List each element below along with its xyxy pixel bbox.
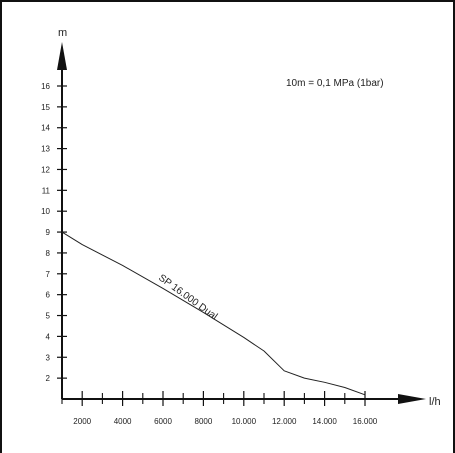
x-tick-label-6000: 6000: [154, 417, 172, 426]
x-tick-label-16.000: 16.000: [353, 417, 378, 426]
y-tick-label-3: 3: [46, 353, 51, 362]
minor-ticks-group: [61, 393, 346, 404]
y-tick-label-16: 16: [41, 82, 50, 91]
y-tick-label-13: 13: [41, 145, 50, 154]
series-label: SP 16.000 Dual: [156, 273, 219, 323]
y-tick-label-8: 8: [46, 249, 51, 258]
y-tick-label-6: 6: [46, 291, 51, 300]
x-tick-label-4000: 4000: [114, 417, 132, 426]
y-tick-label-2: 2: [46, 374, 51, 383]
y-tick-label-5: 5: [46, 312, 51, 321]
x-tick-label-10.000: 10.000: [232, 417, 257, 426]
y-tick-label-15: 15: [41, 103, 50, 112]
x-tick-label-2000: 2000: [73, 417, 91, 426]
y-tick-label-7: 7: [46, 270, 51, 279]
ticks-group: [57, 85, 366, 406]
x-tick-label-14.000: 14.000: [312, 417, 337, 426]
y-tick-label-10: 10: [41, 207, 50, 216]
y-tick-label-9: 9: [46, 228, 51, 237]
tick-labels-group: 2 3 4 5 6 7 8 9 10 11 12 13 14 15 16 2000 4000 6000 8000 10…: [41, 82, 378, 426]
y-axis-arrow-icon: [57, 42, 67, 70]
y-axis-label: m: [58, 27, 67, 39]
y-tick-label-14: 14: [41, 124, 50, 133]
series-lines-group: [61, 231, 366, 396]
y-tick-label-11: 11: [42, 186, 51, 195]
x-tick-label-8000: 8000: [195, 417, 213, 426]
unit-conversion-note: 10m = 0,1 MPa (1bar): [286, 78, 384, 89]
x-axis-label: l/h: [429, 396, 441, 408]
axes-group: [57, 42, 426, 404]
x-axis-arrow-icon: [398, 394, 426, 404]
y-tick-label-4: 4: [46, 332, 51, 341]
series-line-0: [61, 231, 366, 396]
x-tick-label-12.000: 12.000: [272, 417, 297, 426]
y-tick-label-12: 12: [41, 165, 50, 174]
